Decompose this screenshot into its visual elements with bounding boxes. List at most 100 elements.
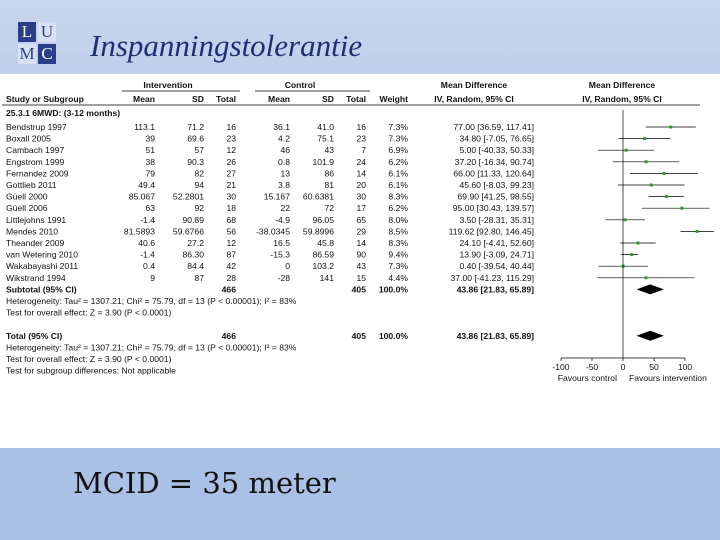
logo-letter: C: [38, 44, 56, 64]
control-sd: 96.05: [312, 215, 334, 225]
subgroup-differences-text: Test for subgroup differences: Not appli…: [6, 366, 176, 376]
heterogeneity-text: Heterogeneity: Tau² = 1307.21; Chi² = 75…: [6, 342, 297, 352]
control-sd: 141: [320, 273, 335, 283]
control-total: 15: [356, 273, 366, 283]
intervention-sd: 90.3: [187, 157, 204, 167]
control-sd: 45.8: [317, 238, 334, 248]
intervention-mean: -1.4: [140, 215, 155, 225]
overall-effect-text: Test for overall effect: Z = 3.90 (P < 0…: [6, 354, 172, 364]
total-intervention-total: 466: [222, 331, 237, 341]
study-name: Engstrom 1999: [6, 157, 65, 167]
control-mean: -38.0345: [256, 226, 290, 236]
weight: 8.0%: [388, 215, 408, 225]
mean-difference-ci: 77.00 [36.59, 117.41]: [453, 122, 534, 132]
intervention-total: 12: [226, 238, 236, 248]
weight: 7.3%: [388, 134, 408, 144]
control-total: 7: [361, 145, 366, 155]
effect-marker: [636, 241, 640, 245]
intervention-total: 16: [226, 122, 236, 132]
effect-marker: [649, 183, 653, 187]
favours-control-label: Favours control: [558, 373, 617, 383]
intervention-mean: 40.6: [138, 238, 155, 248]
x-tick-label: 100: [678, 362, 693, 372]
col-header-study: Study or Subgroup: [6, 94, 84, 104]
logo-letter: L: [18, 22, 36, 42]
intervention-sd: 84.4: [187, 261, 204, 271]
subtotal-diamond: [636, 284, 664, 295]
control-total: 30: [356, 192, 366, 202]
control-mean: 36.1: [273, 122, 290, 132]
study-name: Güell 2006: [6, 203, 48, 213]
intervention-total: 30: [226, 192, 236, 202]
mean-difference-ci: 95.00 [30.43, 139.57]: [453, 203, 534, 213]
control-total: 23: [356, 134, 366, 144]
control-sd: 86.59: [312, 250, 334, 260]
intervention-total: 18: [226, 203, 236, 213]
control-mean: 4.2: [278, 134, 290, 144]
heterogeneity-text: Heterogeneity: Tau² = 1307.21; Chi² = 75…: [6, 296, 297, 306]
intervention-mean: -1.4: [140, 250, 155, 260]
study-name: Theander 2009: [6, 238, 65, 248]
mean-difference-ci: 66.00 [11.33, 120.64]: [453, 168, 534, 178]
mcid-note: MCID = 35 meter: [73, 466, 336, 500]
effect-marker: [630, 253, 634, 257]
mean-difference-ci: 5.00 [-40.33, 50.33]: [459, 145, 534, 155]
subtotal-ci: 43.86 [21.83, 65.89]: [457, 284, 535, 294]
subgroup-title: 25.3.1 6MWD: (3-12 months): [6, 108, 120, 118]
control-total: 29: [356, 226, 366, 236]
control-mean: 15.167: [264, 192, 291, 202]
group-header-control: Control: [285, 80, 316, 90]
study-name: Wakabayashi 2011: [6, 261, 78, 271]
col-header-mean: Mean: [268, 94, 290, 104]
intervention-sd: 52.2801: [173, 192, 204, 202]
col-header-sd: SD: [192, 94, 204, 104]
total-control-total: 405: [352, 331, 367, 341]
study-name: Fernandez 2009: [6, 168, 69, 178]
control-total: 43: [356, 261, 366, 271]
mean-difference-ci: 37.20 [-16.34, 90.74]: [455, 157, 534, 167]
intervention-total: 56: [226, 226, 236, 236]
intervention-sd: 94: [194, 180, 204, 190]
control-mean: -4.9: [275, 215, 290, 225]
total-ci: 43.86 [21.83, 65.89]: [457, 331, 535, 341]
study-name: Bendstrup 1997: [6, 122, 67, 132]
intervention-total: 87: [226, 250, 236, 260]
col-header-sd: SD: [322, 94, 334, 104]
intervention-mean: 9: [150, 273, 155, 283]
weight: 8.5%: [388, 226, 408, 236]
control-sd: 41.0: [317, 122, 334, 132]
control-sd: 103.2: [312, 261, 334, 271]
intervention-mean: 113.1: [134, 122, 155, 132]
weight: 7.3%: [388, 122, 408, 132]
intervention-sd: 57: [194, 145, 204, 155]
intervention-total: 28: [226, 273, 236, 283]
intervention-sd: 82: [194, 168, 204, 178]
effect-marker: [662, 171, 666, 175]
x-tick-label: -100: [552, 362, 569, 372]
effect-marker: [644, 276, 648, 280]
intervention-mean: 63: [145, 203, 155, 213]
total-diamond: [636, 330, 664, 341]
forest-plot: Intervention Control Mean Difference Mean D…: [0, 74, 720, 448]
control-sd: 43: [324, 145, 334, 155]
weight: 6.1%: [388, 168, 408, 178]
control-total: 16: [356, 122, 366, 132]
study-name: Gottlieb 2011: [6, 180, 57, 190]
intervention-mean: 49.4: [138, 180, 155, 190]
mean-difference-ci: 45.60 [-8.03, 99.23]: [459, 180, 534, 190]
x-tick-label: 50: [649, 362, 659, 372]
effect-marker: [624, 148, 628, 152]
intervention-sd: 59.6766: [173, 226, 204, 236]
slide-title: Inspanningstolerantie: [90, 28, 363, 63]
mean-difference-ci: 0.40 [-39.54, 40.44]: [459, 261, 534, 271]
effect-marker: [643, 137, 647, 141]
intervention-total: 42: [226, 261, 236, 271]
col-header-total: Total: [216, 94, 236, 104]
subtotal-intervention-total: 466: [222, 284, 237, 294]
weight: 6.2%: [388, 157, 408, 167]
col-header-ci: IV, Random, 95% CI: [434, 94, 513, 104]
intervention-mean: 38: [145, 157, 155, 167]
effect-marker: [669, 125, 673, 129]
control-mean: 3.8: [278, 180, 290, 190]
total-weight: 100.0%: [379, 331, 409, 341]
